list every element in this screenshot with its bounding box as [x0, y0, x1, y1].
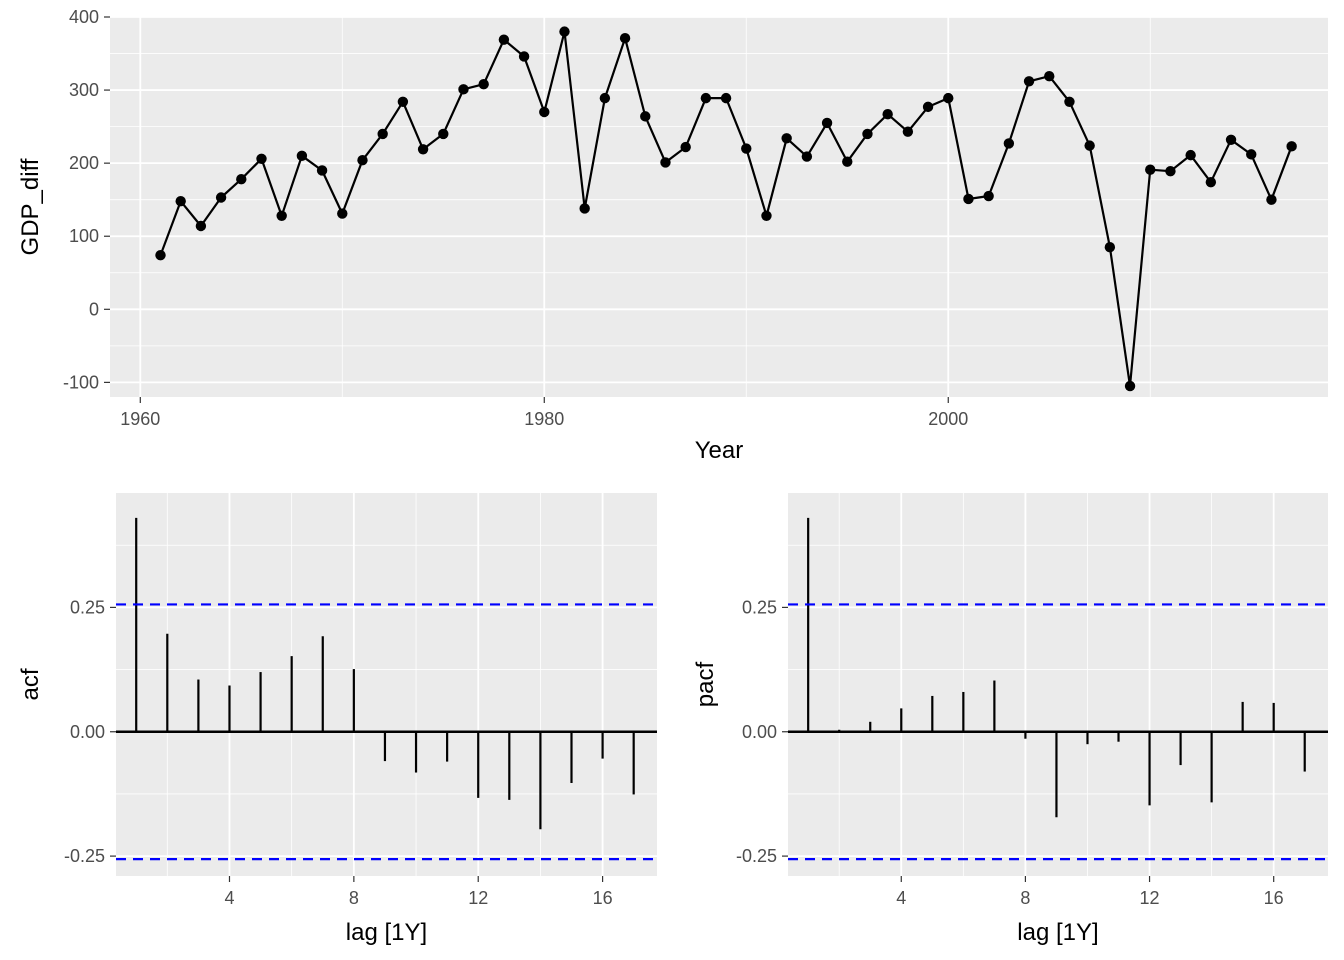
y-tick-label: 0.25: [742, 597, 777, 617]
data-point: [1084, 140, 1095, 151]
x-tick-label: 12: [1140, 888, 1160, 908]
y-tick-label: 200: [69, 153, 99, 173]
data-point: [640, 111, 651, 122]
y-tick-label: 0.00: [742, 722, 777, 742]
data-point: [1225, 134, 1237, 145]
data-point: [1023, 76, 1035, 87]
x-tick-label: 4: [896, 888, 906, 908]
data-point: [842, 156, 853, 167]
data-point: [296, 150, 308, 162]
data-point: [478, 79, 489, 90]
data-point: [195, 220, 207, 232]
x-axis-title: lag [1Y]: [346, 919, 427, 946]
data-point: [1286, 141, 1297, 152]
data-point: [983, 190, 994, 202]
data-point: [882, 108, 893, 120]
data-point: [1124, 380, 1136, 392]
data-point: [458, 84, 469, 95]
gdp-diff-line-panel: 1960 1980 2000 -100 0 100 200 300 400 Year GDP_dif…: [17, 7, 1328, 464]
data-point: [337, 208, 348, 219]
data-point: [539, 106, 550, 118]
data-point: [175, 195, 186, 207]
data-point: [902, 126, 914, 137]
data-point: [1246, 149, 1257, 160]
data-point: [1044, 70, 1055, 82]
x-tick-label: 1980: [524, 409, 564, 429]
data-point: [579, 203, 590, 214]
x-tick-label: 8: [1020, 888, 1030, 908]
y-tick-label: -0.25: [736, 846, 777, 866]
data-point: [518, 51, 530, 62]
data-point: [559, 26, 570, 37]
data-point: [215, 192, 227, 203]
y-axis-title: GDP_diff: [17, 158, 44, 255]
panel-background: [110, 17, 1328, 397]
data-point: [417, 144, 429, 155]
data-point: [357, 155, 368, 166]
data-point: [316, 165, 328, 176]
data-point: [1145, 164, 1156, 175]
data-point: [741, 143, 752, 154]
data-point: [781, 133, 792, 144]
data-point: [236, 174, 247, 185]
data-point: [1003, 138, 1015, 149]
data-point: [619, 32, 631, 44]
data-point: [680, 141, 691, 153]
y-tick-label: 0.25: [70, 597, 105, 617]
y-tick-label: 300: [69, 80, 99, 100]
data-point: [963, 193, 974, 205]
acf-panel: 4 8 12 16 -0.25 0.00 0.25 lag [1Y] acf: [17, 493, 657, 946]
data-point: [1205, 176, 1217, 188]
panel-background: [788, 493, 1328, 876]
data-point: [599, 92, 611, 104]
y-axis-title: pacf: [692, 661, 719, 707]
x-tick-label: 2000: [928, 409, 968, 429]
x-tick-label: 16: [1264, 888, 1284, 908]
data-point: [438, 128, 449, 140]
data-point: [922, 101, 934, 113]
y-axis-title: acf: [17, 668, 44, 700]
data-point: [1165, 165, 1176, 177]
data-point: [821, 117, 833, 129]
data-point: [1185, 149, 1196, 161]
data-point: [943, 92, 954, 104]
data-point: [1266, 194, 1277, 205]
data-point: [377, 128, 388, 140]
data-point: [397, 96, 409, 107]
x-tick-label: 8: [349, 888, 359, 908]
data-point: [1064, 96, 1075, 107]
y-tick-label: -100: [63, 372, 99, 392]
y-tick-label: 100: [69, 226, 99, 246]
x-tick-label: 1960: [120, 409, 160, 429]
data-point: [276, 210, 287, 221]
data-point: [256, 153, 267, 164]
x-tick-label: 4: [224, 888, 234, 908]
data-point: [862, 128, 873, 140]
x-axis-title: lag [1Y]: [1017, 919, 1098, 946]
panel-background: [116, 493, 657, 876]
data-point: [155, 250, 166, 261]
x-tick-label: 12: [468, 888, 488, 908]
data-point: [801, 151, 813, 162]
y-tick-label: -0.25: [64, 846, 105, 866]
data-point: [720, 92, 732, 104]
y-tick-label: 0.00: [70, 722, 105, 742]
pacf-panel: 4 8 12 16 -0.25 0.00 0.25 lag [1Y] pacf: [692, 493, 1328, 946]
data-point: [1104, 241, 1116, 253]
data-point: [660, 157, 671, 168]
x-tick-label: 16: [593, 888, 613, 908]
y-tick-label: 400: [69, 7, 99, 27]
y-tick-label: 0: [89, 299, 99, 319]
data-point: [498, 34, 510, 45]
data-point: [700, 92, 712, 104]
data-point: [761, 210, 772, 221]
x-axis-title: Year: [695, 437, 744, 464]
